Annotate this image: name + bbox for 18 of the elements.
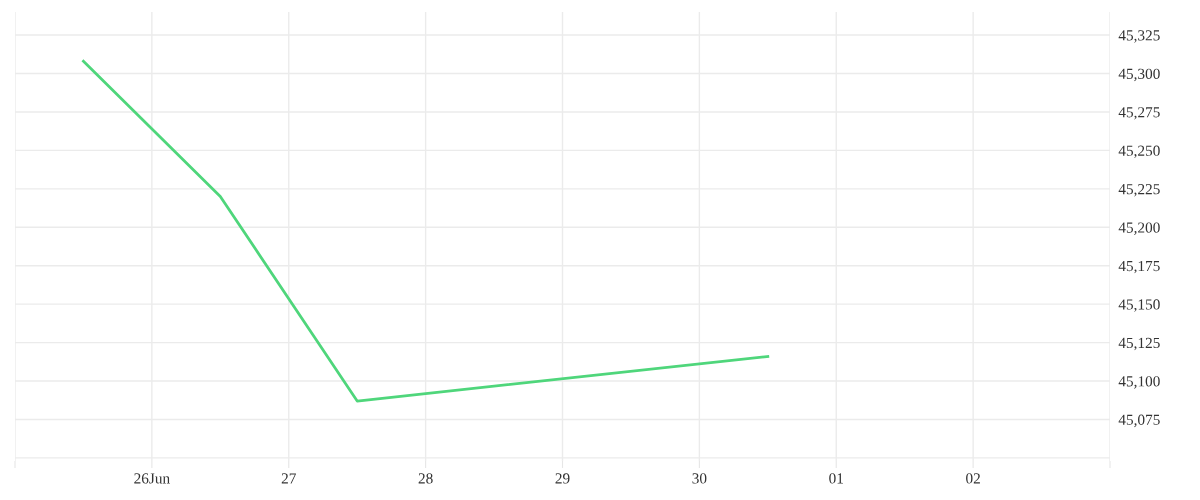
y-tick-label: 45,100 [1118,376,1160,389]
y-tick-label: 45,225 [1118,184,1160,197]
x-tick-label: 30 [692,473,707,484]
x-tick-label: 27 [281,473,296,484]
y-tick-label: 45,300 [1118,68,1160,82]
y-tick-label: 45,175 [1118,260,1160,274]
x-tick-label: 28 [418,473,433,484]
y-tick-label: 45,275 [1118,107,1160,120]
x-tick-label: 01 [829,473,843,484]
x-tick-label: 02 [966,473,980,484]
y-tick-label: 45,150 [1118,299,1160,312]
y-tick-label: 45,200 [1118,222,1160,235]
y-tick-label: 45,075 [1118,414,1160,428]
x-tick-label: 29 [555,473,570,484]
x-tick-label: 26Jun [134,473,170,484]
y-tick-label: 45,250 [1118,145,1160,159]
y-tick-label: 45,325 [1118,30,1160,43]
y-tick-label: 45,125 [1118,337,1160,351]
